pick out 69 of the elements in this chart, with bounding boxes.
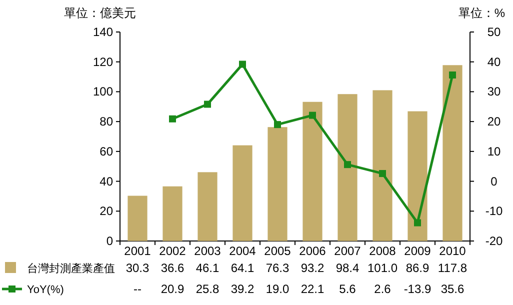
x-tick-label: 2003 (194, 244, 222, 258)
x-tick-label: 2007 (334, 244, 362, 258)
x-tick-label: 2001 (124, 244, 152, 258)
y2-tick-label: 50 (487, 25, 501, 39)
x-tick-label: 2004 (229, 244, 256, 258)
point (414, 219, 421, 226)
point (449, 71, 456, 78)
data-label: 20.9 (160, 282, 184, 296)
data-label: 35.6 (440, 282, 464, 296)
y2-tick-label: 30 (487, 84, 501, 99)
bar (162, 186, 182, 241)
y2-axis-title: 單位：% (458, 6, 506, 20)
bar (268, 127, 288, 241)
data-label: 39.2 (230, 282, 254, 296)
point (379, 170, 386, 178)
data-label: 46.1 (196, 261, 220, 275)
bar (408, 111, 428, 241)
y-tick-label: 100 (92, 84, 114, 99)
y-tick-label: 0 (106, 234, 114, 248)
data-label: 117.8 (438, 261, 468, 275)
bar (338, 94, 358, 241)
data-label: 2.6 (374, 282, 392, 296)
x-tick-label: 2008 (369, 244, 396, 258)
bar (302, 102, 322, 241)
data-label: -13.9 (404, 282, 432, 296)
y-tick-label: 20 (100, 204, 114, 218)
bar (198, 172, 218, 241)
x-tick-label: 2010 (439, 244, 466, 258)
x-tick-label: 2006 (299, 244, 326, 258)
data-label: 22.1 (300, 282, 324, 296)
point (274, 121, 281, 128)
y2-tick-label: 20 (487, 114, 501, 129)
data-label: 86.9 (406, 261, 430, 275)
point (239, 60, 246, 68)
y-tick-label: 120 (92, 54, 114, 69)
point (309, 112, 316, 119)
x-tick-label: 2002 (159, 244, 186, 258)
bar (372, 90, 392, 241)
y-axis-title: 單位：億美元 (64, 6, 136, 20)
legend-label: YoY(%) (27, 284, 64, 296)
y2-tick-label: -10 (485, 204, 503, 218)
data-label: 76.3 (266, 261, 290, 275)
data-label: 30.3 (126, 261, 150, 275)
y2-tick-label: 40 (487, 54, 501, 69)
point (344, 161, 351, 168)
x-tick-label: 2009 (404, 244, 432, 258)
data-label: 101.0 (367, 261, 398, 275)
y-tick-label: 60 (100, 144, 114, 158)
data-label: 64.1 (230, 261, 254, 275)
point (204, 100, 211, 108)
x-tick-label: 2005 (264, 244, 292, 258)
legend-label: 台灣封測產業產值 (27, 262, 115, 275)
data-label: 5.6 (339, 282, 356, 296)
data-label: 36.6 (160, 261, 184, 275)
bar (442, 65, 462, 241)
y-tick-label: 140 (92, 25, 114, 39)
text: -- (134, 282, 142, 296)
data-label: 19.0 (266, 282, 290, 296)
bar (232, 145, 252, 241)
data-label: 98.4 (336, 261, 360, 275)
y-tick-label: 80 (100, 114, 114, 129)
y2-tick-label: 10 (487, 144, 501, 158)
y-tick-label: 40 (100, 174, 114, 188)
point (169, 115, 176, 122)
data-label: 93.2 (300, 261, 324, 275)
y2-tick-label: 0 (490, 174, 498, 188)
y2-tick-label: -20 (485, 234, 503, 248)
bar (128, 196, 148, 241)
data-label: 25.8 (196, 282, 220, 296)
